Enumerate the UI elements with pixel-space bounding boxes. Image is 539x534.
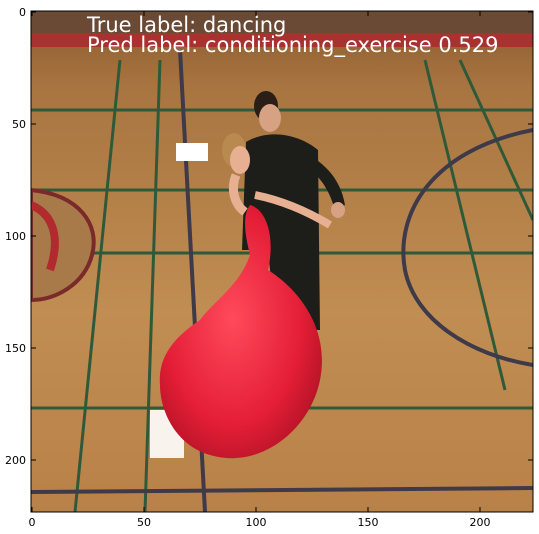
plot-frame xyxy=(30,10,534,513)
true-label-text: True label: dancing xyxy=(86,13,286,37)
x-tick-100: 100 xyxy=(246,516,267,529)
pred-label-text: Pred label: conditioning_exercise 0.529 xyxy=(87,33,498,58)
y-tick-0: 0 xyxy=(19,6,26,19)
light-spot xyxy=(176,143,208,161)
wall-band xyxy=(31,11,533,35)
x-tick-200: 200 xyxy=(470,516,491,529)
red-dress xyxy=(159,205,322,459)
man-dancer xyxy=(242,91,345,330)
wall-red-stripe xyxy=(31,33,533,47)
y-tick-50: 50 xyxy=(12,118,26,131)
x-tick-50: 50 xyxy=(137,516,151,529)
x-tick-0: 0 xyxy=(29,516,36,529)
y-tick-100: 100 xyxy=(5,230,26,243)
woman-dancer xyxy=(159,133,333,459)
y-axis xyxy=(31,11,533,461)
x-tick-150: 150 xyxy=(358,516,379,529)
y-tick-200: 200 xyxy=(5,454,26,467)
photo xyxy=(31,11,533,512)
y-tick-150: 150 xyxy=(5,342,26,355)
court-emblem xyxy=(31,187,96,303)
